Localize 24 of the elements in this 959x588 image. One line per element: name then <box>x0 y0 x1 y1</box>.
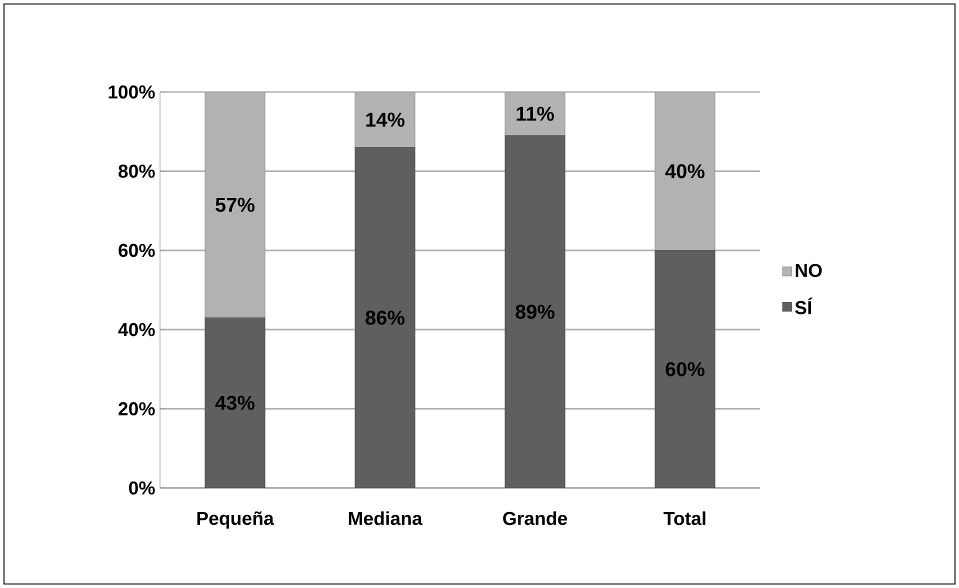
legend-label: SÍ <box>795 298 813 314</box>
bar <box>504 135 566 488</box>
data-label: 60% <box>666 362 704 376</box>
data-label: 14% <box>366 112 404 127</box>
legend-label: NO <box>796 264 822 278</box>
x-tick-label: Mediana <box>348 511 422 526</box>
y-tick-label: 80% <box>118 164 155 178</box>
data-label: 43% <box>215 396 254 410</box>
bar <box>654 250 716 488</box>
data-label: 89% <box>516 304 554 319</box>
bar <box>354 147 416 488</box>
data-label: 57% <box>216 198 254 212</box>
x-tick-label: Total <box>664 511 706 526</box>
data-label: 11% <box>516 106 554 121</box>
y-tick-label: 20% <box>118 402 155 416</box>
y-tick-label: 0% <box>129 481 155 495</box>
y-tick-label: 40% <box>118 322 155 336</box>
data-label: 40% <box>665 164 704 178</box>
y-tick-label: 60% <box>118 244 155 258</box>
x-tick-label: Pequeña <box>197 511 274 529</box>
bar <box>204 317 266 488</box>
x-tick-label: Grande <box>503 511 568 526</box>
data-label: 86% <box>366 310 404 325</box>
y-tick-label: 100% <box>108 85 155 99</box>
